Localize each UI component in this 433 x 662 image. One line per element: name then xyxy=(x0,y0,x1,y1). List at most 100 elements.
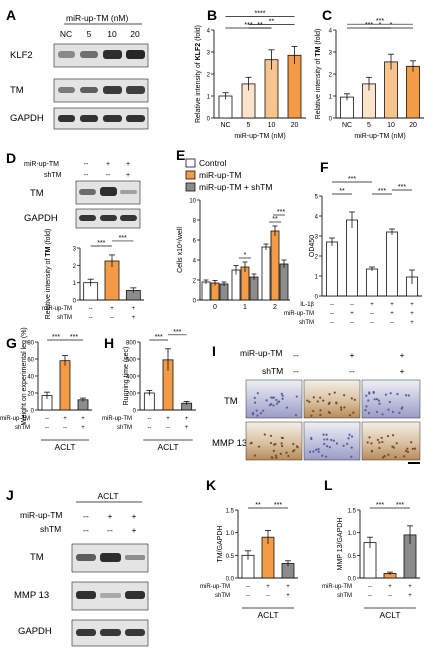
cell-nucleus xyxy=(343,394,346,397)
condition-label: IL-1β xyxy=(300,302,314,308)
cell-nucleus xyxy=(262,409,265,412)
y-tick-label: 400 xyxy=(126,375,137,381)
legend-label: miR-up-TM xyxy=(199,170,242,180)
cell-nucleus xyxy=(319,396,322,399)
cell-nucleus xyxy=(292,442,295,446)
significance-label: ** xyxy=(257,22,263,29)
significance-label: ** xyxy=(272,216,278,223)
x-tick-label: 0 xyxy=(213,304,217,311)
bar xyxy=(59,360,71,411)
cell-nucleus xyxy=(322,433,325,436)
y-tick-label: 20 xyxy=(27,392,34,398)
panel-letter-d: D xyxy=(6,150,16,166)
cell-nucleus xyxy=(350,435,354,438)
y-axis-label-part: (fold) xyxy=(45,229,52,247)
panel-letter-k: K xyxy=(206,477,216,493)
panel-i: I miR-up-TM -- + + shTM -- -- + TM MMP 1… xyxy=(212,343,421,464)
y-tick-label: 4 xyxy=(193,259,197,265)
y-axis-label-part: (fold) xyxy=(195,25,202,43)
y-tick-label: 5 xyxy=(315,195,319,201)
cell-nucleus xyxy=(294,414,298,417)
panel-letter-a: A xyxy=(6,7,16,23)
histology-image xyxy=(245,379,303,419)
y-tick-label: 1.0 xyxy=(226,531,235,537)
cell-nucleus xyxy=(323,438,326,441)
cell-nucleus xyxy=(328,411,331,415)
cell-nucleus xyxy=(328,446,331,449)
cell-nucleus xyxy=(350,446,353,449)
group-label: ACLT xyxy=(54,442,75,452)
y-tick-label: 40 xyxy=(27,375,34,381)
y-tick-label: 0 xyxy=(133,409,137,415)
cell-nucleus xyxy=(395,442,398,445)
cell-nucleus xyxy=(380,436,383,439)
y-tick-label: 0 xyxy=(315,295,319,301)
cell-nucleus xyxy=(319,409,322,412)
y-tick-label: 0.5 xyxy=(226,554,235,560)
y-axis-label: Weight on experimental leg (%) xyxy=(21,327,28,425)
y-axis-label: TM/GAPDH xyxy=(217,526,224,563)
cell-nucleus xyxy=(332,439,335,442)
group-label: ACLT xyxy=(157,442,178,452)
blot-band xyxy=(76,629,96,636)
blot-band xyxy=(103,86,122,94)
cell-nucleus xyxy=(367,412,371,415)
condition-value: + xyxy=(81,425,85,431)
panel-i-cond-value: + xyxy=(350,350,355,360)
cell-nucleus xyxy=(272,404,275,407)
cell-nucleus xyxy=(308,400,311,403)
histology-image xyxy=(361,379,421,419)
x-tick-label: 10 xyxy=(268,122,276,129)
chart-d: 0 1 2 3 Relative intensity of TM (fold) *** **… xyxy=(42,229,144,321)
cell-nucleus xyxy=(364,409,367,412)
x-tick-label: NC xyxy=(220,122,230,129)
cell-nucleus xyxy=(312,450,315,453)
blot-band xyxy=(100,593,121,598)
y-tick-label: 10 xyxy=(189,199,196,205)
cell-nucleus xyxy=(253,401,257,404)
cell-nucleus xyxy=(366,441,369,444)
y-tick-label: 1 xyxy=(207,95,211,101)
cell-nucleus xyxy=(376,438,379,441)
cell-nucleus xyxy=(317,447,320,451)
cell-nucleus xyxy=(275,402,279,405)
cell-nucleus xyxy=(350,455,353,458)
significance-label: *** xyxy=(70,334,78,341)
chart-b: B 0 1 2 3 4 Relative intensity of KLF2 (fold) N… xyxy=(195,7,306,140)
cell-nucleus xyxy=(405,394,408,397)
blot-band xyxy=(120,215,137,221)
significance-label: *** xyxy=(277,209,285,216)
cell-nucleus xyxy=(411,447,414,450)
condition-label: miR-up-TM xyxy=(0,416,30,422)
panel-d-cond-mir-label: miR-up-TM xyxy=(24,161,59,168)
histology-image xyxy=(303,421,361,461)
condition-value: -- xyxy=(350,302,354,308)
cell-nucleus xyxy=(271,456,274,459)
panel-a-dose-10: 10 xyxy=(107,29,117,39)
blot-strip-gapdh xyxy=(53,107,149,130)
condition-value: + xyxy=(410,302,414,308)
cell-nucleus xyxy=(413,447,417,450)
y-axis-label-part: Weight on xyxy=(21,393,28,424)
cell-nucleus xyxy=(272,449,275,452)
panel-d-row-gapdh: GAPDH xyxy=(24,213,58,224)
x-tick-label: 5 xyxy=(367,122,371,129)
cell-nucleus xyxy=(275,456,278,459)
cell-nucleus xyxy=(333,391,336,394)
y-axis-label: Relative intensity of TM (fold) xyxy=(45,229,52,320)
condition-value: -- xyxy=(147,425,151,431)
blot-band xyxy=(80,51,98,58)
cell-nucleus xyxy=(308,450,312,453)
panel-d-cond-value: -- xyxy=(84,161,89,168)
condition-value: + xyxy=(132,306,136,312)
blot-band xyxy=(79,189,96,195)
cell-nucleus xyxy=(295,445,299,448)
cell-nucleus xyxy=(316,400,319,403)
condition-value: -- xyxy=(388,593,392,599)
cell-nucleus xyxy=(406,450,410,453)
condition-value: + xyxy=(408,584,412,590)
panel-a-row-gapdh: GAPDH xyxy=(10,113,44,124)
cell-nucleus xyxy=(255,409,258,412)
condition-label: miR-up-TM xyxy=(284,311,314,317)
